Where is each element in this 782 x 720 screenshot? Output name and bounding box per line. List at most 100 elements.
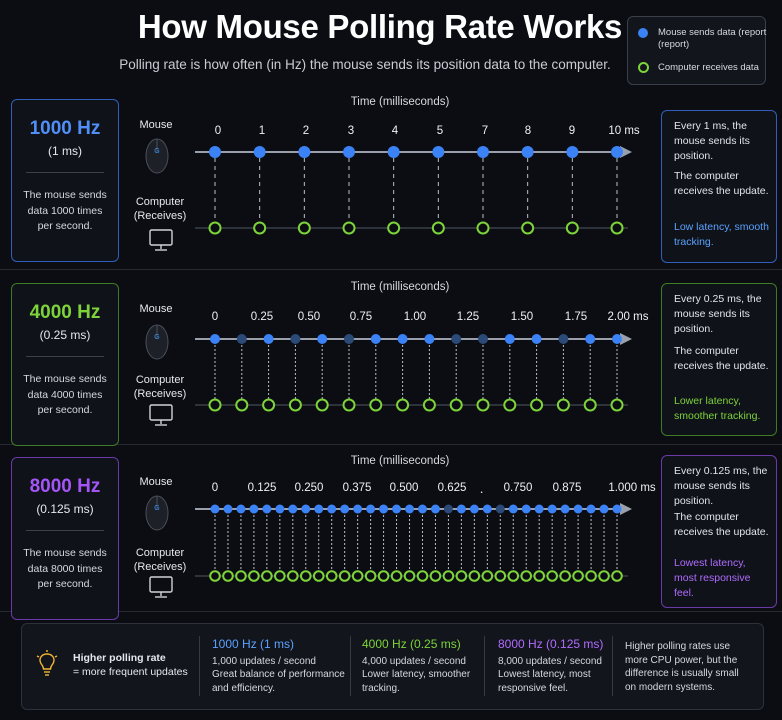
report-dot	[443, 504, 453, 514]
tick-label: 8	[525, 125, 531, 137]
divider	[612, 636, 613, 696]
explain-text: Every 0.25 ms, the mouse sends its posit…	[674, 293, 762, 335]
report-dot	[504, 334, 515, 344]
explain-highlight: Lowest latency, most responsive feel.	[674, 557, 751, 599]
report-dot	[340, 504, 350, 514]
report-dot	[210, 334, 220, 344]
tick-label: 5	[437, 125, 443, 137]
legend: Mouse sends data (report (report) Comput…	[627, 16, 766, 85]
report-dot	[379, 504, 389, 514]
receive-ring	[351, 570, 364, 582]
report-dot	[392, 504, 402, 514]
report-dot	[236, 334, 247, 344]
tick-label: 9	[569, 125, 575, 137]
receive-ring	[503, 398, 517, 412]
timeline-arrow	[620, 503, 632, 515]
mouse-label: Mouse	[139, 303, 173, 315]
tick-label: 10 ms	[608, 125, 640, 137]
receive-ring	[248, 570, 260, 582]
receive-ring	[481, 570, 494, 582]
report-dot	[456, 504, 466, 514]
report-dot	[370, 334, 381, 344]
tick-label: 1.000 ms	[608, 482, 656, 494]
report-dot	[353, 504, 363, 514]
green-ring-icon	[638, 62, 649, 73]
report-dot	[534, 504, 544, 514]
report-dot	[451, 334, 462, 344]
timeline-arrow	[620, 146, 632, 158]
receive-ring	[476, 398, 490, 412]
report-dot	[573, 504, 583, 514]
receive-ring	[494, 570, 507, 582]
report-dot	[262, 504, 272, 514]
receive-ring	[222, 570, 234, 582]
receive-ring	[585, 570, 597, 582]
receive-ring	[610, 398, 624, 412]
tick-label: 1	[259, 125, 265, 137]
lightbulb-icon	[36, 650, 58, 676]
report-dot	[560, 504, 570, 514]
report-dot	[521, 504, 531, 514]
timeline-arrow	[620, 333, 632, 345]
rate-description: The mouse sends data 4000 times per seco…	[23, 373, 107, 416]
receive-ring	[565, 221, 579, 235]
summary-col-4000: 4000 Hz (0.25 ms) 4,000 updates / second…	[362, 637, 471, 694]
tick-label: 1.50	[511, 311, 533, 323]
explain-highlight: Low latency, smooth tracking.	[674, 221, 769, 248]
row-divider	[0, 611, 782, 612]
receive-ring	[209, 570, 221, 582]
receive-ring	[342, 221, 356, 235]
rate-card-1000: 1000 Hz (1 ms) The mouse sends data 1000…	[11, 99, 119, 262]
rate-hz: 8000 Hz	[29, 476, 101, 497]
tick-label: 0.25	[251, 311, 273, 323]
report-dot	[290, 334, 301, 344]
tick-label: 1.00	[404, 311, 426, 323]
time-axis-label: Time (milliseconds)	[350, 281, 450, 293]
report-dot	[612, 504, 622, 514]
tick-label: 0.75	[350, 311, 372, 323]
report-dot	[585, 334, 596, 344]
report-dot	[387, 146, 400, 158]
receive-ring	[338, 570, 351, 582]
explain-card-8000: Every 0.125 ms, the mouse sends its posi…	[661, 455, 777, 608]
receive-ring	[476, 221, 490, 235]
monitor-icon	[149, 229, 173, 246]
report-dot	[327, 504, 337, 514]
mouse-label: Mouse	[139, 476, 173, 488]
computer-label: Computer (Receives)	[133, 547, 187, 573]
report-dot	[397, 334, 408, 344]
tick-label: 0.50	[298, 311, 320, 323]
receive-ring	[431, 221, 445, 235]
rate-description: The mouse sends data 1000 times per seco…	[23, 189, 107, 232]
report-dot	[301, 504, 311, 514]
report-dot	[417, 504, 427, 514]
report-dot	[275, 504, 285, 514]
monitor-icon	[149, 404, 173, 421]
report-dot	[317, 334, 328, 344]
explain-highlight: Lower latency, smoother tracking.	[674, 395, 761, 422]
receive-ring	[403, 570, 416, 582]
rate-description: The mouse sends data 8000 times per seco…	[23, 547, 107, 590]
explain-text: The computer receives the update.	[674, 511, 769, 538]
receive-ring	[422, 398, 436, 412]
report-dot	[478, 334, 488, 344]
receive-ring	[429, 570, 442, 582]
report-dot	[612, 334, 622, 344]
tick-label: 1.75	[565, 311, 587, 323]
receive-ring	[520, 570, 533, 582]
divider	[199, 636, 200, 696]
receive-ring	[530, 398, 544, 412]
tick-label: 0.375	[343, 482, 372, 494]
report-dot	[223, 504, 233, 514]
report-dot	[209, 146, 221, 158]
time-axis-label: Time (milliseconds)	[350, 96, 450, 108]
tick-label: 0.875	[553, 482, 582, 494]
receive-ring	[377, 570, 390, 582]
divider	[484, 636, 485, 696]
receive-ring	[598, 570, 610, 582]
report-dot	[547, 504, 557, 514]
receive-ring	[369, 398, 383, 412]
report-dot	[432, 146, 445, 158]
receive-ring	[396, 398, 410, 412]
monitor-icon	[149, 576, 173, 593]
